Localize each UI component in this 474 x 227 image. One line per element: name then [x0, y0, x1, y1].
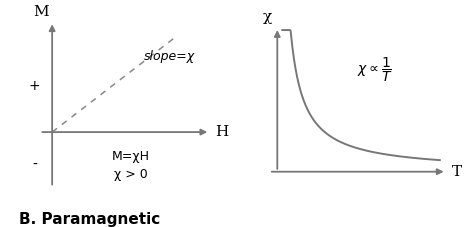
Text: M: M — [33, 5, 49, 19]
Text: -: - — [32, 158, 37, 172]
Text: χ > 0: χ > 0 — [114, 168, 148, 181]
Text: M=χH: M=χH — [112, 150, 150, 163]
Text: $\chi \propto \dfrac{1}{T}$: $\chi \propto \dfrac{1}{T}$ — [357, 56, 392, 84]
Text: B. Paramagnetic: B. Paramagnetic — [19, 212, 160, 227]
Text: T: T — [451, 165, 462, 179]
Text: H: H — [215, 125, 228, 139]
Text: slope=χ: slope=χ — [144, 50, 195, 64]
Text: +: + — [29, 79, 41, 93]
Text: χ: χ — [263, 10, 272, 24]
